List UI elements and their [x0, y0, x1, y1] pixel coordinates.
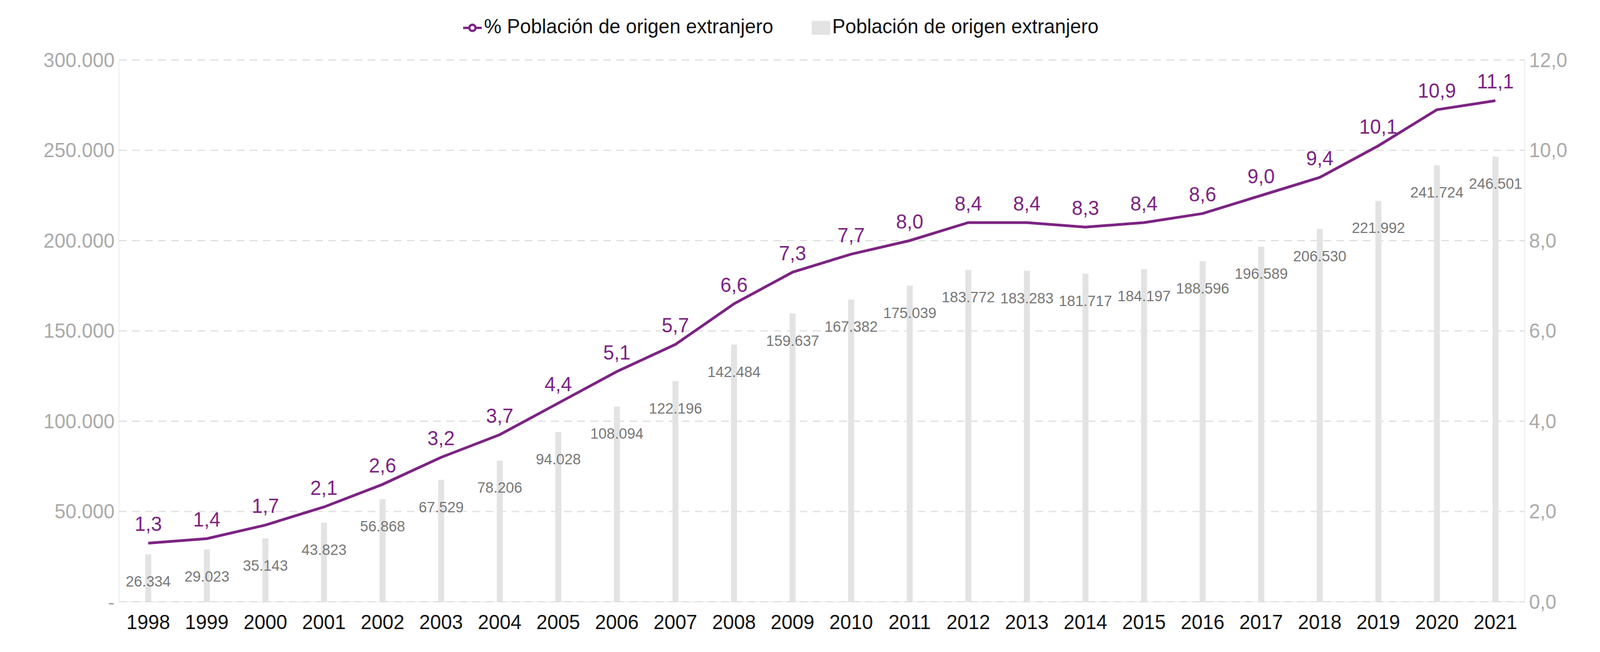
- svg-text:56.868: 56.868: [360, 518, 406, 535]
- svg-text:2008: 2008: [711, 610, 756, 634]
- svg-text:7,7: 7,7: [837, 224, 865, 247]
- svg-text:2012: 2012: [946, 610, 991, 634]
- svg-text:100.000: 100.000: [43, 410, 115, 433]
- svg-text:94.028: 94.028: [535, 451, 581, 468]
- svg-text:35.143: 35.143: [242, 557, 289, 574]
- svg-text:6,6: 6,6: [720, 273, 748, 297]
- svg-text:2,1: 2,1: [310, 476, 338, 500]
- svg-text:2013: 2013: [1004, 610, 1049, 634]
- svg-text:10,1: 10,1: [1359, 115, 1398, 139]
- svg-text:2,6: 2,6: [368, 454, 397, 477]
- svg-text:67.529: 67.529: [418, 499, 464, 516]
- svg-text:181.717: 181.717: [1058, 292, 1113, 310]
- svg-text:9,0: 9,0: [1247, 165, 1275, 188]
- svg-text:200.000: 200.000: [43, 229, 115, 253]
- svg-text:50.000: 50.000: [54, 500, 115, 523]
- svg-text:2019: 2019: [1356, 610, 1401, 634]
- svg-text:8,4: 8,4: [1130, 192, 1158, 215]
- svg-text:2010: 2010: [829, 610, 873, 634]
- svg-text:8,4: 8,4: [954, 192, 982, 215]
- svg-text:2011: 2011: [888, 610, 931, 634]
- svg-text:142.484: 142.484: [707, 363, 761, 381]
- svg-text:2015: 2015: [1122, 610, 1166, 634]
- svg-text:26.334: 26.334: [126, 573, 172, 590]
- svg-text:3,2: 3,2: [427, 427, 455, 450]
- svg-text:2006: 2006: [595, 610, 639, 634]
- svg-text:1998: 1998: [126, 610, 171, 634]
- svg-text:2000: 2000: [243, 610, 287, 634]
- svg-text:-: -: [108, 590, 115, 614]
- svg-text:2017: 2017: [1239, 610, 1284, 634]
- svg-text:167.382: 167.382: [824, 318, 879, 335]
- svg-text:250.000: 250.000: [43, 139, 115, 162]
- svg-text:183.772: 183.772: [941, 289, 996, 306]
- svg-text:183.283: 183.283: [1000, 290, 1054, 307]
- svg-text:2009: 2009: [770, 610, 815, 634]
- svg-text:2020: 2020: [1415, 610, 1459, 634]
- svg-text:1999: 1999: [184, 610, 229, 634]
- svg-text:78.206: 78.206: [477, 479, 523, 496]
- svg-text:2003: 2003: [419, 610, 464, 634]
- svg-text:8,0: 8,0: [1529, 229, 1557, 253]
- svg-text:8,3: 8,3: [1071, 196, 1100, 220]
- html-text:% Población de origen extranje: % Población de origen extranjero: [483, 15, 774, 38]
- svg-text:188.596: 188.596: [1176, 280, 1230, 297]
- html-text:Población de origen extranjero: Población de origen extranjero: [832, 15, 1099, 38]
- svg-text:0,0: 0,0: [1529, 590, 1557, 614]
- svg-text:6,0: 6,0: [1529, 319, 1557, 343]
- svg-text:10,9: 10,9: [1417, 79, 1456, 103]
- svg-text:206.530: 206.530: [1293, 248, 1347, 265]
- svg-text:2016: 2016: [1180, 610, 1225, 634]
- svg-text:1,4: 1,4: [193, 508, 221, 531]
- svg-text:4,4: 4,4: [544, 373, 572, 396]
- svg-text:8,6: 8,6: [1188, 183, 1216, 206]
- svg-text:1,3: 1,3: [134, 512, 163, 536]
- svg-text:8,4: 8,4: [1013, 192, 1041, 215]
- svg-text:2021: 2021: [1473, 610, 1518, 634]
- svg-text:241.724: 241.724: [1410, 184, 1464, 201]
- svg-text:150.000: 150.000: [43, 319, 115, 343]
- svg-text:159.637: 159.637: [765, 332, 820, 350]
- svg-text:9,4: 9,4: [1305, 147, 1334, 170]
- svg-text:2018: 2018: [1297, 610, 1342, 634]
- svg-text:221.992: 221.992: [1351, 219, 1406, 237]
- svg-text:7,3: 7,3: [778, 242, 807, 265]
- svg-text:2004: 2004: [477, 610, 522, 634]
- svg-text:43.823: 43.823: [301, 541, 347, 559]
- svg-text:5,1: 5,1: [603, 341, 631, 364]
- svg-text:122.196: 122.196: [648, 400, 703, 417]
- svg-text:2014: 2014: [1063, 610, 1108, 634]
- svg-text:3,7: 3,7: [486, 404, 514, 428]
- svg-text:175.039: 175.039: [883, 304, 937, 322]
- svg-text:246.501: 246.501: [1469, 175, 1523, 193]
- svg-text:12,0: 12,0: [1529, 49, 1568, 72]
- svg-text:1,7: 1,7: [251, 494, 279, 518]
- svg-text:11,1: 11,1: [1477, 70, 1514, 93]
- svg-text:196.589: 196.589: [1234, 265, 1288, 283]
- svg-text:8,0: 8,0: [896, 210, 924, 233]
- svg-text:2005: 2005: [536, 610, 580, 634]
- svg-text:2001: 2001: [302, 610, 346, 634]
- svg-text:184.197: 184.197: [1117, 288, 1171, 305]
- svg-text:29.023: 29.023: [184, 568, 230, 585]
- svg-text:2,0: 2,0: [1529, 500, 1557, 523]
- svg-text:108.094: 108.094: [590, 425, 644, 442]
- svg-text:10,0: 10,0: [1529, 139, 1568, 162]
- svg-text:300.000: 300.000: [43, 49, 115, 72]
- svg-text:5,7: 5,7: [661, 314, 689, 337]
- svg-text:2007: 2007: [653, 610, 698, 634]
- svg-text:2002: 2002: [360, 610, 405, 634]
- svg-text:4,0: 4,0: [1529, 410, 1557, 433]
